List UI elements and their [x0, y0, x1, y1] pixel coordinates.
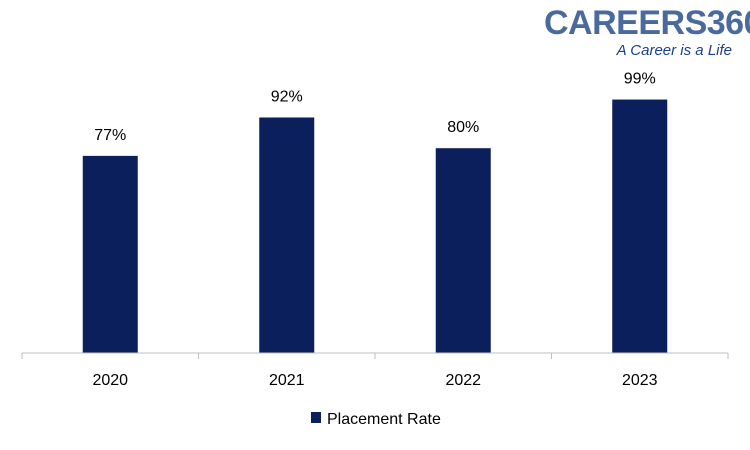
data-labels-group: 77% 92% 80% 99%	[94, 71, 656, 144]
x-tick-label-2022: 2022	[445, 372, 481, 389]
careers360-logo: CAREERS360 A Career is a Life	[540, 4, 750, 64]
data-label-2020: 77%	[94, 127, 126, 144]
data-label-2022: 80%	[447, 119, 479, 136]
logo-tagline: A Career is a Life	[616, 42, 732, 59]
bar-2023	[612, 99, 668, 353]
bars-group	[82, 99, 668, 353]
legend-label: Placement Rate	[327, 411, 441, 428]
data-label-2021: 92%	[271, 88, 303, 105]
x-tick-label-2023: 2023	[622, 372, 658, 389]
logo-wordmark: CAREERS360	[544, 4, 750, 42]
data-label-2023: 99%	[624, 71, 656, 88]
bar-2020	[82, 155, 138, 353]
bar-2021	[259, 117, 315, 353]
x-axis-tick-labels-group: 2020 2021 2022 2023	[92, 372, 657, 389]
bar-2022	[435, 148, 491, 353]
x-axis-ticks-group	[21, 353, 729, 359]
x-tick-label-2021: 2021	[269, 372, 305, 389]
x-tick-label-2020: 2020	[92, 372, 128, 389]
legend: Placement Rate	[311, 411, 441, 428]
legend-swatch	[311, 412, 321, 423]
